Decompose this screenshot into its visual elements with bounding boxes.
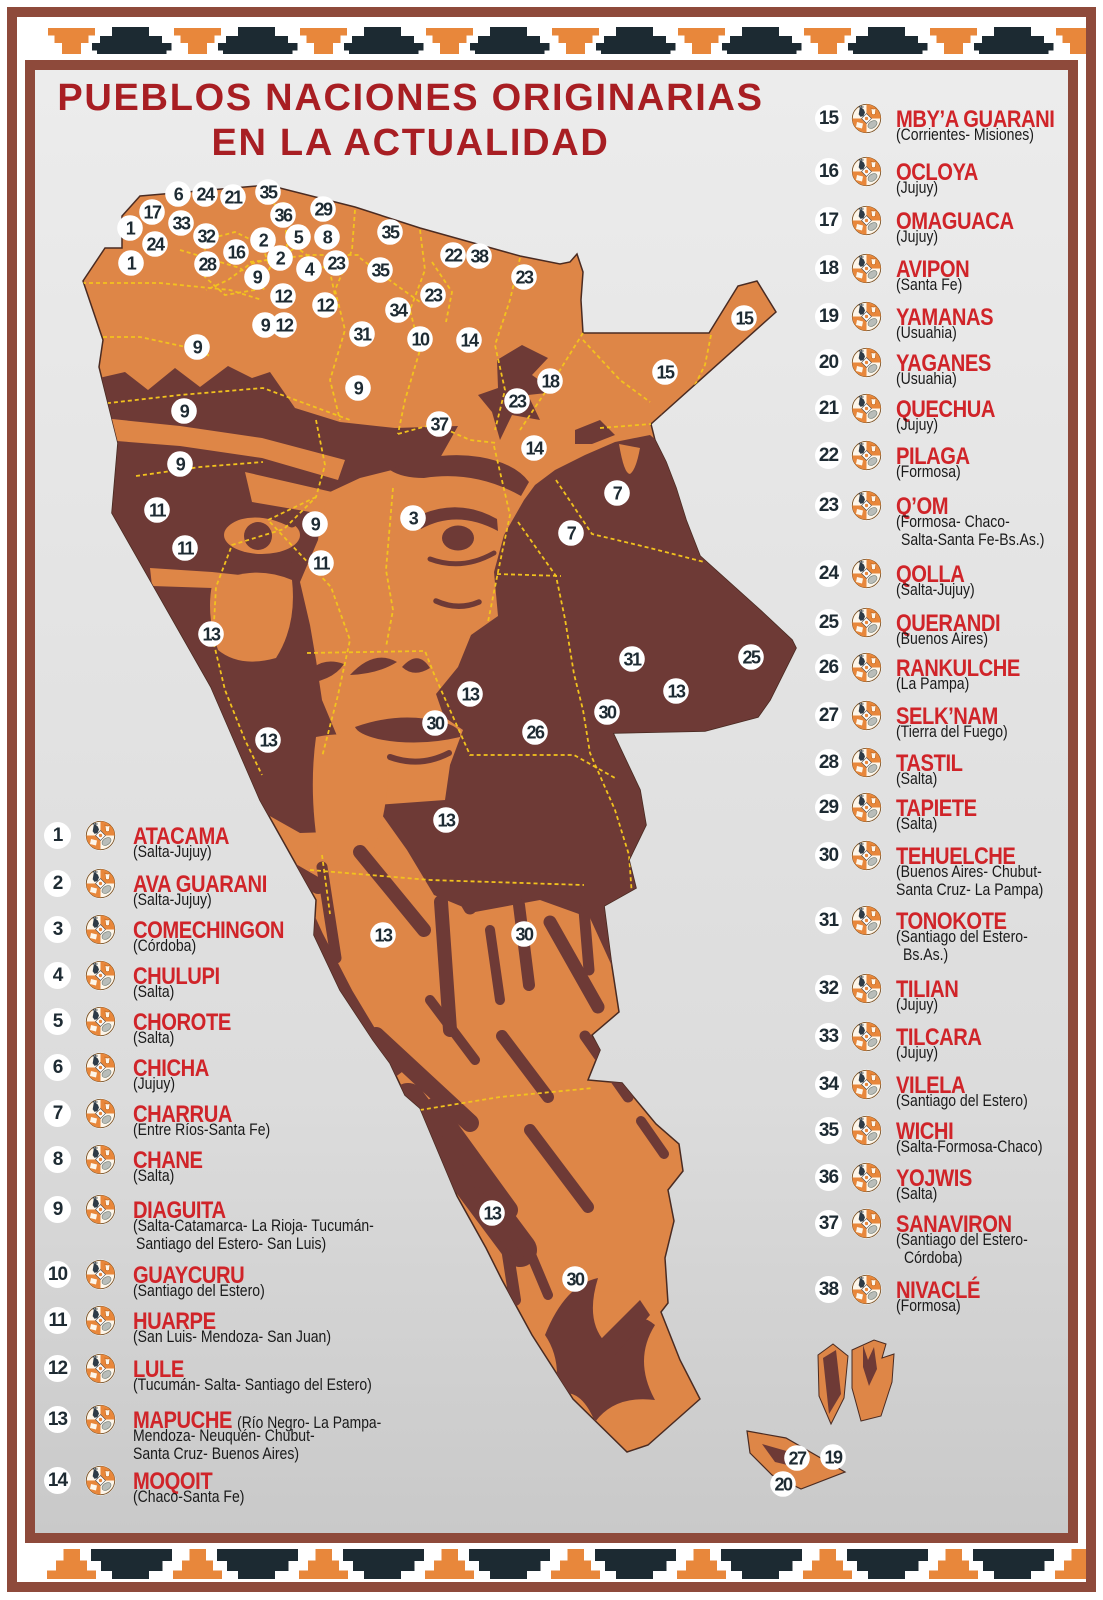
svg-text:5: 5 bbox=[294, 227, 304, 247]
svg-text:20: 20 bbox=[774, 1474, 793, 1494]
svg-text:25: 25 bbox=[742, 647, 761, 667]
svg-text:6: 6 bbox=[174, 184, 184, 204]
svg-text:35: 35 bbox=[371, 260, 390, 280]
svg-text:1: 1 bbox=[127, 253, 137, 273]
svg-text:32: 32 bbox=[197, 226, 216, 246]
svg-text:14: 14 bbox=[525, 438, 544, 458]
svg-text:18: 18 bbox=[541, 371, 560, 391]
svg-text:23: 23 bbox=[424, 285, 443, 305]
svg-text:30: 30 bbox=[598, 702, 617, 722]
svg-text:13: 13 bbox=[437, 810, 456, 830]
svg-text:23: 23 bbox=[515, 267, 534, 287]
svg-text:12: 12 bbox=[274, 286, 293, 306]
svg-text:14: 14 bbox=[460, 330, 479, 350]
svg-text:31: 31 bbox=[623, 649, 642, 669]
svg-text:29: 29 bbox=[314, 199, 333, 219]
svg-text:28: 28 bbox=[198, 254, 217, 274]
svg-text:10: 10 bbox=[411, 329, 430, 349]
svg-text:17: 17 bbox=[143, 202, 162, 222]
svg-text:11: 11 bbox=[149, 500, 167, 520]
svg-text:9: 9 bbox=[311, 514, 321, 534]
svg-text:13: 13 bbox=[374, 925, 393, 945]
svg-text:30: 30 bbox=[566, 1269, 585, 1289]
svg-text:3: 3 bbox=[409, 508, 419, 528]
svg-text:11: 11 bbox=[313, 553, 331, 573]
svg-text:23: 23 bbox=[508, 391, 527, 411]
svg-text:35: 35 bbox=[259, 182, 278, 202]
svg-text:11: 11 bbox=[177, 538, 195, 558]
svg-text:9: 9 bbox=[193, 337, 203, 357]
svg-text:9: 9 bbox=[261, 315, 271, 335]
svg-text:13: 13 bbox=[667, 681, 686, 701]
svg-text:13: 13 bbox=[202, 624, 221, 644]
svg-text:2: 2 bbox=[276, 248, 286, 268]
svg-text:2: 2 bbox=[259, 230, 269, 250]
svg-text:27: 27 bbox=[788, 1448, 807, 1468]
svg-text:35: 35 bbox=[381, 222, 400, 242]
svg-text:13: 13 bbox=[259, 730, 278, 750]
svg-text:7: 7 bbox=[613, 483, 623, 503]
svg-text:15: 15 bbox=[735, 308, 754, 328]
svg-text:24: 24 bbox=[196, 184, 215, 204]
svg-text:30: 30 bbox=[426, 713, 445, 733]
svg-text:12: 12 bbox=[275, 315, 294, 335]
svg-text:9: 9 bbox=[354, 378, 364, 398]
svg-text:30: 30 bbox=[515, 924, 534, 944]
svg-text:22: 22 bbox=[444, 245, 463, 265]
svg-text:19: 19 bbox=[824, 1447, 843, 1467]
svg-text:33: 33 bbox=[172, 213, 191, 233]
svg-text:16: 16 bbox=[227, 242, 246, 262]
svg-text:4: 4 bbox=[305, 259, 315, 279]
svg-text:31: 31 bbox=[353, 324, 372, 344]
svg-text:1: 1 bbox=[126, 218, 136, 238]
svg-text:9: 9 bbox=[176, 454, 186, 474]
svg-text:15: 15 bbox=[656, 362, 675, 382]
svg-text:21: 21 bbox=[224, 187, 243, 207]
svg-text:12: 12 bbox=[316, 295, 335, 315]
svg-text:37: 37 bbox=[430, 414, 449, 434]
svg-text:26: 26 bbox=[526, 722, 545, 742]
svg-text:34: 34 bbox=[389, 300, 408, 320]
svg-text:24: 24 bbox=[146, 234, 165, 254]
svg-text:36: 36 bbox=[274, 205, 293, 225]
svg-text:9: 9 bbox=[253, 267, 263, 287]
svg-text:13: 13 bbox=[483, 1203, 502, 1223]
svg-text:13: 13 bbox=[461, 684, 480, 704]
svg-text:23: 23 bbox=[327, 253, 346, 273]
svg-text:8: 8 bbox=[323, 227, 333, 247]
svg-text:38: 38 bbox=[470, 246, 489, 266]
svg-text:7: 7 bbox=[567, 523, 577, 543]
svg-text:9: 9 bbox=[180, 401, 190, 421]
